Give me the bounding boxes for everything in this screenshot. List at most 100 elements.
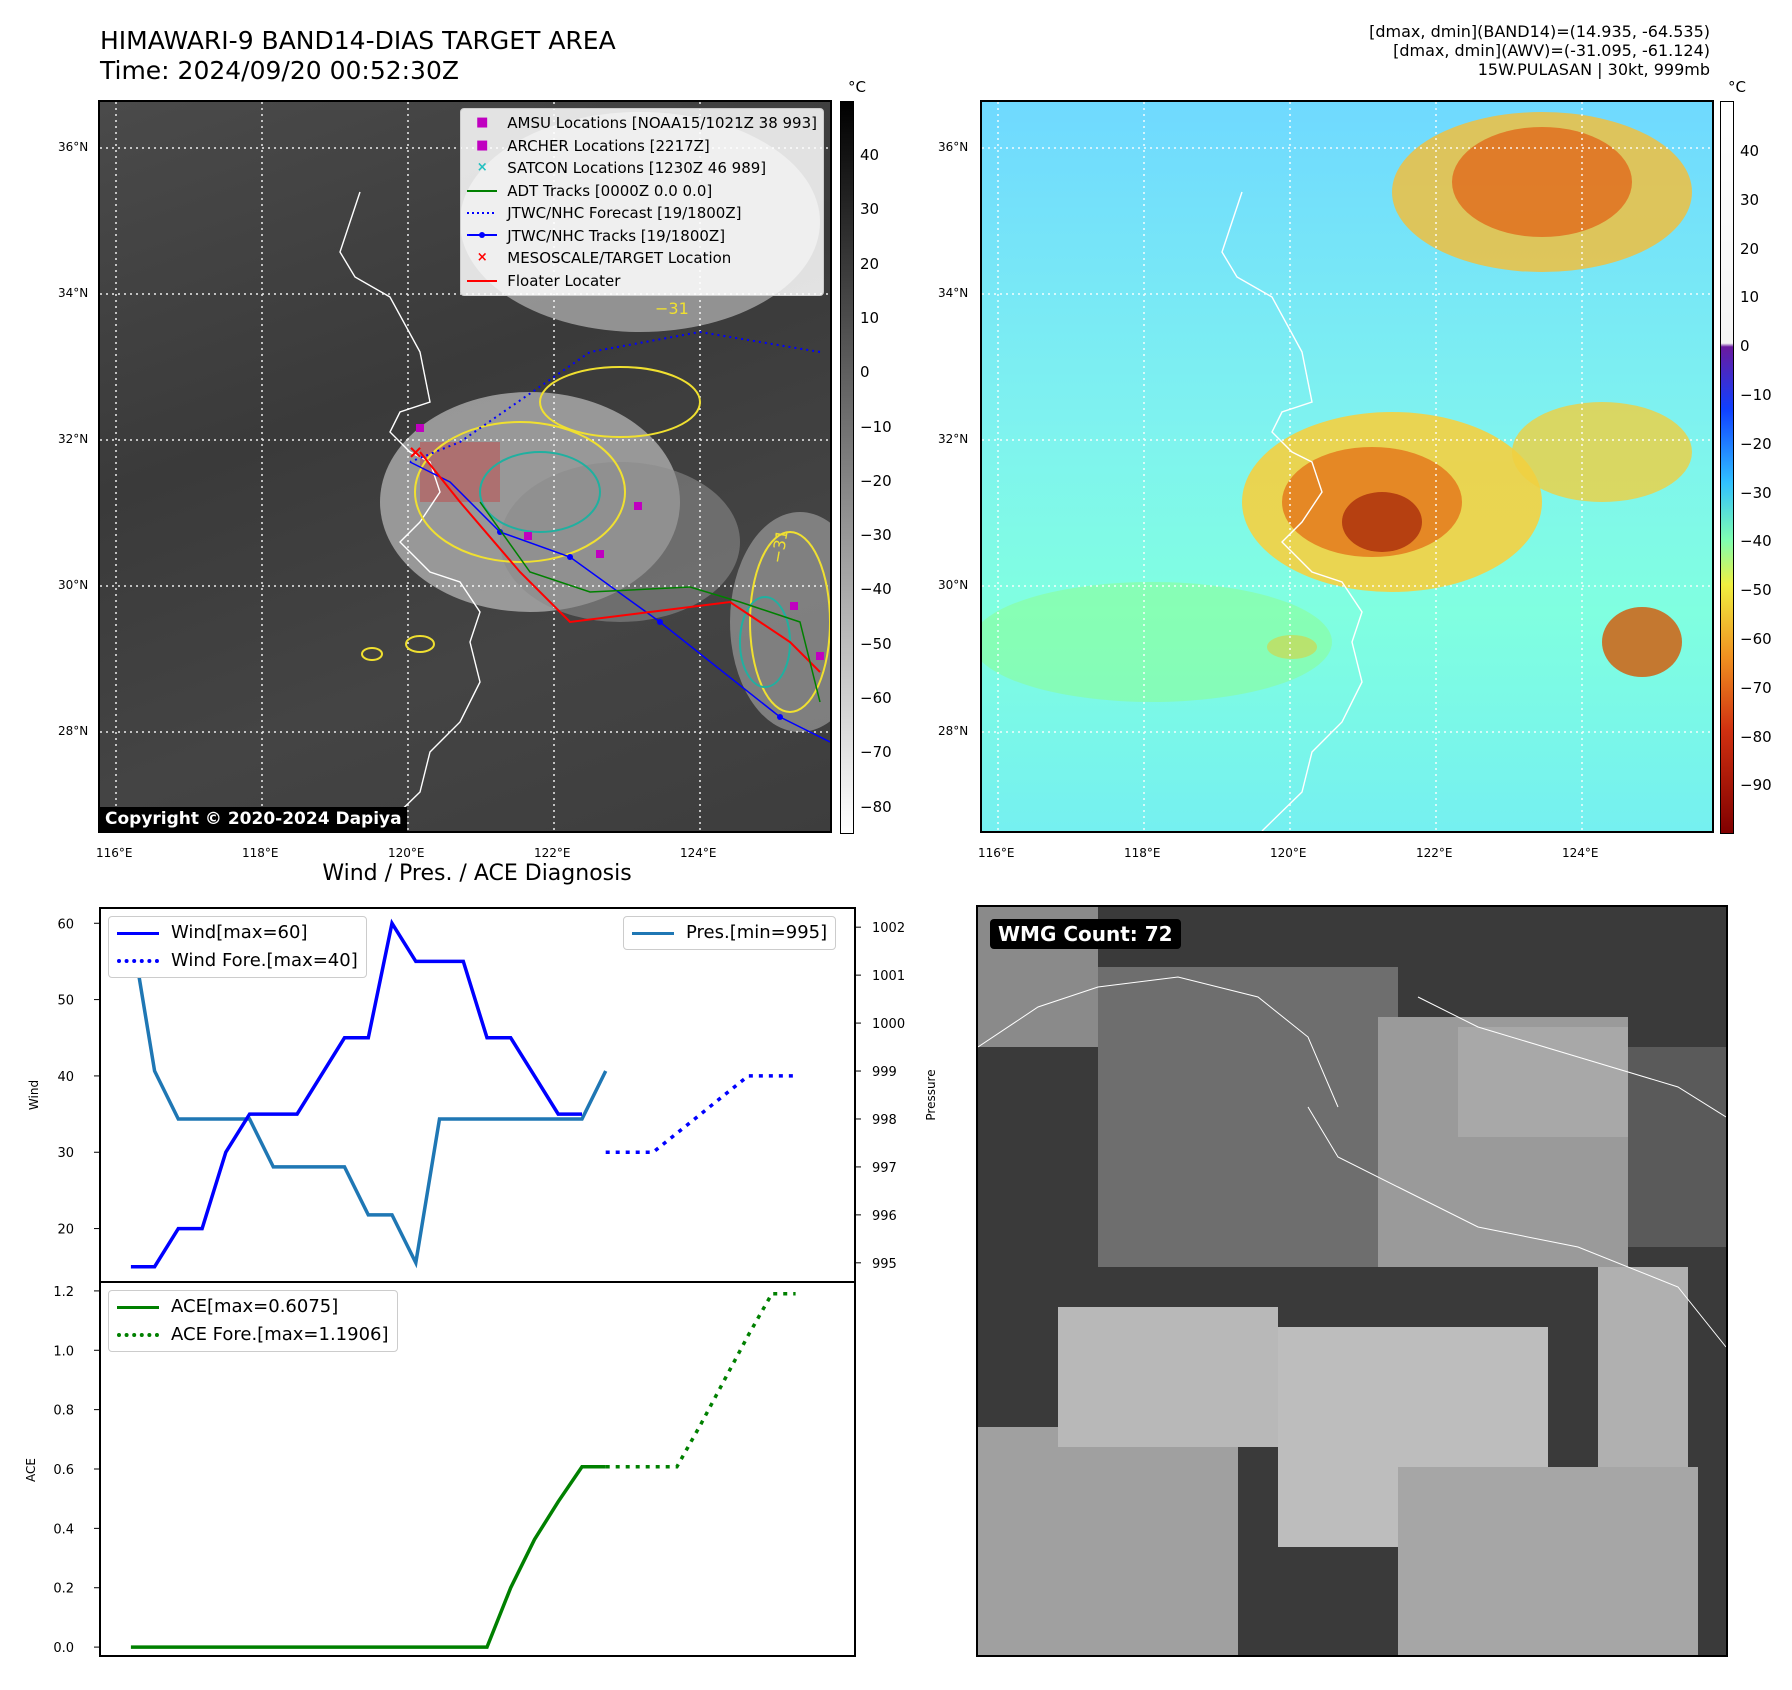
jtwc-forecast-track	[409, 330, 821, 463]
awv-dry-north-core	[1452, 127, 1632, 237]
legend-wind-forecast: Wind Fore.[max=40]	[117, 947, 358, 975]
awv-colorbar-tick: −90	[1740, 776, 1772, 795]
amsu-archer-markers	[416, 424, 824, 660]
ir-lat-28: 28°N	[58, 724, 89, 738]
ace-line-icon	[117, 1305, 159, 1309]
page-title: HIMAWARI-9 BAND14-DIAS TARGET AREA Time:…	[100, 26, 616, 86]
ir-map-panel: −31 −31 × ■ AMSU Locations [NOAA15/1021Z …	[98, 100, 832, 833]
target-marker-icon: ×	[476, 250, 488, 265]
archer-marker-icon: ■	[476, 137, 489, 153]
awv-spot-west	[1267, 635, 1317, 659]
ace-legend: ACE[max=0.6075] ACE Fore.[max=1.1906]	[108, 1290, 398, 1352]
awv-lat-32: 32°N	[938, 432, 969, 446]
ir-colorbar-tick: 30	[860, 200, 880, 219]
wind-ylabel: Wind	[27, 1080, 41, 1110]
info-line-2: [dmax, dmin](AWV)=(-31.095, -61.124)	[1393, 41, 1710, 60]
ir-lat-34: 34°N	[58, 286, 89, 300]
legend-ace: ACE[max=0.6075]	[117, 1293, 389, 1321]
wmg-image	[978, 907, 1726, 1655]
wind-ytick-label: 30	[57, 1146, 74, 1161]
forecast-line-icon	[467, 202, 498, 225]
pressure-ytick-label: 1001	[872, 969, 905, 984]
wmg-count-label: WMG Count: 72	[990, 919, 1181, 949]
ace-ytick-label: 0.0	[53, 1641, 74, 1656]
chart-title: Wind / Pres. / ACE Diagnosis	[322, 861, 631, 886]
ace-ytick-label: 1.0	[53, 1344, 74, 1359]
storm-info: [dmax, dmin](BAND14)=(14.935, -64.535) […	[1369, 22, 1710, 79]
ace-ytick-label: 0.6	[53, 1463, 74, 1478]
awv-colorbar-unit: °C	[1728, 78, 1746, 96]
pressure-line-icon	[632, 931, 674, 935]
ace-ytick-label: 0.2	[53, 1582, 74, 1597]
ir-colorbar-tick: −10	[860, 417, 892, 436]
wind-line-icon	[117, 931, 159, 935]
legend-amsu: ■ AMSU Locations [NOAA15/1021Z 38 993]	[467, 112, 817, 135]
wmg-panel: WMG Count: 72	[976, 905, 1728, 1657]
legend-wind: Wind[max=60]	[117, 919, 358, 947]
pressure-line	[129, 926, 608, 1269]
target-marker: ×	[408, 442, 423, 463]
wmg-block-sw	[978, 1427, 1238, 1655]
satcon-marker-icon: ×	[476, 160, 488, 175]
wmg-block-center	[1098, 967, 1398, 1267]
wind-ytick-label: 40	[57, 1070, 74, 1085]
wind-ytick-label: 50	[57, 994, 74, 1009]
awv-spot-east	[1602, 607, 1682, 677]
pressure-ylabel: Pressure	[924, 1069, 938, 1120]
legend-jtwc-forecast: JTWC/NHC Forecast [19/1800Z]	[467, 202, 817, 225]
pressure-ytick-label: 996	[872, 1209, 897, 1224]
awv-colorbar-tick: −20	[1740, 434, 1772, 453]
wind-forecast-line-icon	[117, 959, 159, 963]
awv-lon-124: 124°E	[1562, 846, 1599, 860]
ir-cloud-band	[500, 462, 740, 622]
awv-colorbar-tick: −10	[1740, 386, 1772, 404]
ace-forecast-line-icon	[117, 1333, 159, 1337]
contour-label-1: −31	[655, 299, 689, 318]
wmg-block-edge	[1628, 1047, 1726, 1247]
ir-cloud-east	[730, 512, 830, 732]
ir-lon-120: 120°E	[388, 846, 425, 860]
awv-lat-36: 36°N	[938, 140, 969, 154]
awv-colorbar-tick: −50	[1740, 581, 1772, 600]
ir-lat-32: 32°N	[58, 432, 89, 446]
floater-track	[419, 451, 821, 673]
ace-ytick-label: 0.8	[53, 1404, 74, 1419]
legend-target: × MESOSCALE/TARGET Location	[467, 247, 817, 270]
ir-colorbar-tick: 0	[860, 363, 870, 382]
awv-gridlines	[982, 102, 1712, 831]
ir-colorbar-tick: −70	[860, 743, 892, 762]
awv-colorbar-tick: −60	[1740, 630, 1772, 648]
awv-colorbar-tick: 10	[1740, 288, 1760, 307]
legend-archer: ■ ARCHER Locations [2217Z]	[467, 135, 817, 158]
coastline	[339, 191, 481, 831]
ir-colorbar-tick: −50	[860, 634, 892, 653]
ir-lat-30: 30°N	[58, 578, 89, 592]
pressure-legend: Pres.[min=995]	[623, 916, 837, 950]
awv-lon-118: 118°E	[1124, 846, 1161, 860]
ir-lon-118: 118°E	[242, 846, 279, 860]
awv-colorbar-tick: 20	[1740, 239, 1760, 258]
awv-colorbar-tick: −40	[1740, 532, 1772, 551]
ace-forecast-line	[605, 1291, 796, 1469]
awv-lat-34: 34°N	[938, 286, 969, 300]
legend-jtwc-track: JTWC/NHC Tracks [19/1800Z]	[467, 225, 817, 248]
awv-lat-28: 28°N	[938, 724, 969, 738]
wmg-block-se	[1398, 1467, 1698, 1655]
awv-lon-122: 122°E	[1416, 846, 1453, 860]
legend-satcon: × SATCON Locations [1230Z 46 989]	[467, 157, 817, 180]
awv-coastline	[1221, 191, 1363, 831]
awv-colorbar-tick: −30	[1740, 483, 1772, 502]
wind-forecast-line	[605, 1074, 796, 1154]
awv-colorbar-tick: 0	[1740, 337, 1750, 356]
awv-colorbar-tick: 30	[1740, 190, 1760, 209]
ir-lon-122: 122°E	[534, 846, 571, 860]
ace-ylabel: ACE	[24, 1458, 38, 1482]
amsu-marker-icon: ■	[476, 115, 489, 130]
info-line-3: 15W.PULASAN | 30kt, 999mb	[1477, 60, 1710, 79]
awv-storm-center	[1342, 492, 1422, 552]
ace-line	[130, 1465, 606, 1649]
wind-ytick-label: 20	[57, 1223, 74, 1238]
wmg-coast-1	[978, 976, 1339, 1108]
ir-colorbar-unit: °C	[848, 78, 866, 96]
ace-ytick-label: 0.4	[53, 1522, 74, 1537]
